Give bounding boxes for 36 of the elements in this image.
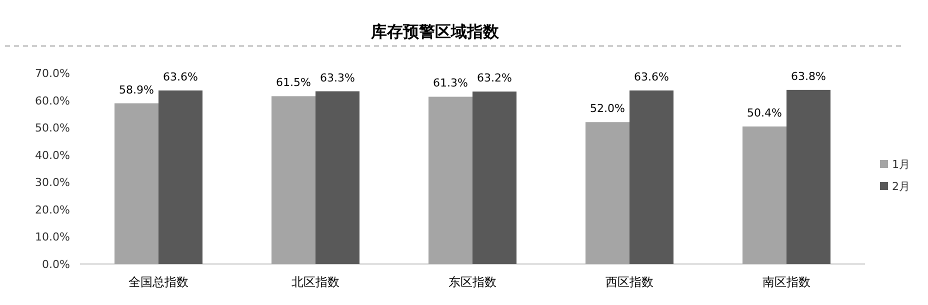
bar [472,92,516,264]
y-tick-label: 50.0% [35,122,70,135]
bar [630,90,674,264]
bar [428,96,472,264]
legend-label: 2月 [892,180,910,193]
chart-title: 库存预警区域指数 [370,22,500,41]
y-tick-label: 70.0% [35,67,70,80]
data-label: 52.0% [590,102,625,116]
bar [114,103,158,264]
data-label: 63.2% [477,72,512,85]
data-label: 50.4% [747,106,782,120]
bar [742,126,786,264]
y-tick-label: 20.0% [35,203,70,216]
x-tick-label: 北区指数 [292,275,340,289]
y-tick-label: 0.0% [42,258,70,271]
data-label: 63.8% [791,70,826,83]
data-label: 61.3% [433,76,468,90]
x-tick-label: 南区指数 [762,275,810,289]
y-tick-label: 30.0% [35,176,70,190]
bar [158,90,202,264]
x-tick-label: 东区指数 [448,275,496,289]
data-label: 63.6% [163,70,198,84]
legend-label: 1月 [892,158,910,171]
data-label: 63.3% [320,71,355,84]
data-label: 63.6% [634,70,669,84]
bar [272,96,316,264]
data-label: 61.5% [276,76,311,90]
x-tick-label: 西区指数 [606,275,654,289]
y-tick-label: 60.0% [35,94,70,108]
bar [316,91,360,264]
x-tick-label: 全国总指数 [128,275,188,289]
bar [786,90,830,264]
y-tick-label: 40.0% [35,148,70,162]
y-tick-label: 10.0% [35,230,70,244]
bar [586,122,630,264]
data-label: 58.9% [119,83,154,96]
